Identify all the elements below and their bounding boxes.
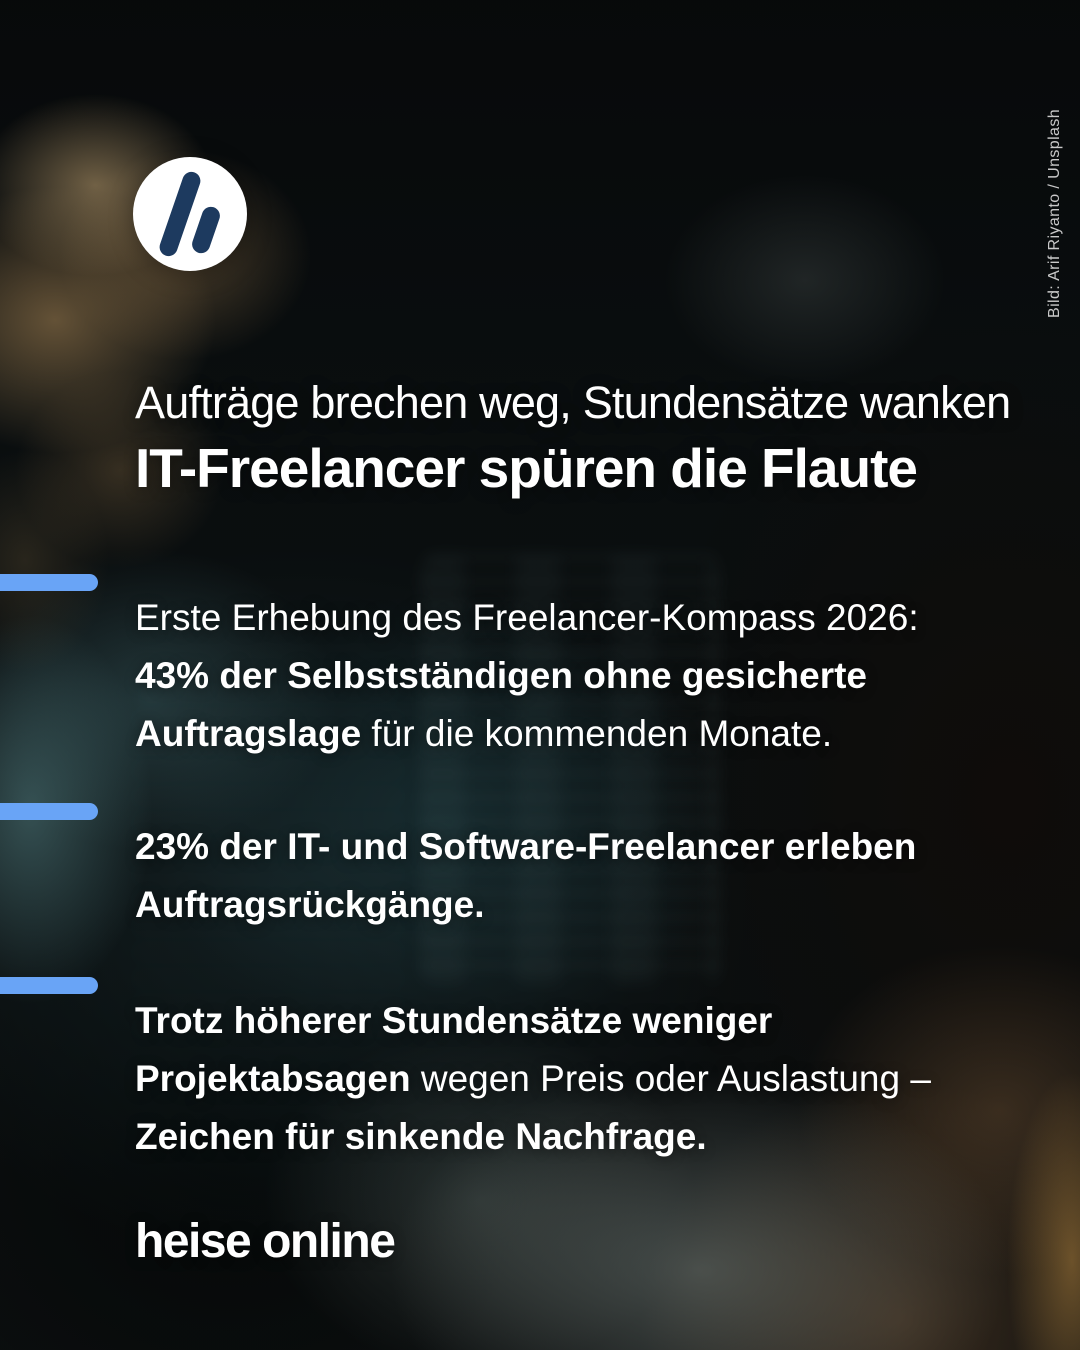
bullet-text: Erste Erhebung des Freelancer-Kompass 20… [135,589,1015,763]
bullet-text-regular: Erste Erhebung des Freelancer-Kompass 20… [135,597,919,638]
heise-logo-icon [133,157,247,271]
headline-block: Aufträge brechen weg, Stundensätze wanke… [135,372,1011,502]
bullet-text-regular: wegen Preis oder Auslastung – [420,1058,931,1099]
bullet-text-regular: für die kommenden Monate. [361,713,833,754]
bullet-text-bold: 43% der Selbstständigen ohne gesicherte … [135,655,867,754]
bullet-text: 23% der IT- und Software-Freelancer erle… [135,818,1015,934]
bullet-accent-bar [0,977,98,994]
bullet-text: Trotz höherer Stundensätze weniger Proje… [135,992,1015,1166]
bullet-text-bold: 23% der IT- und Software-Freelancer erle… [135,826,917,925]
headline-title: IT-Freelancer spüren die Flaute [135,437,918,499]
photo-credit: Bild: Arif Riyanto / Unsplash [1046,108,1063,318]
bullet-text-bold: Zeichen für sinkende Nachfrage. [135,1116,707,1157]
heise-logo-stroke-short [189,204,223,256]
brand-wordmark: heise online [135,1215,396,1268]
headline-kicker: Aufträge brechen weg, Stundensätze wanke… [135,377,1011,428]
bullet-accent-bar [0,574,98,591]
bullet-accent-bar [0,803,98,820]
bullet-text-bold: Trotz höherer Stundensätze weniger Proje… [135,1000,773,1099]
